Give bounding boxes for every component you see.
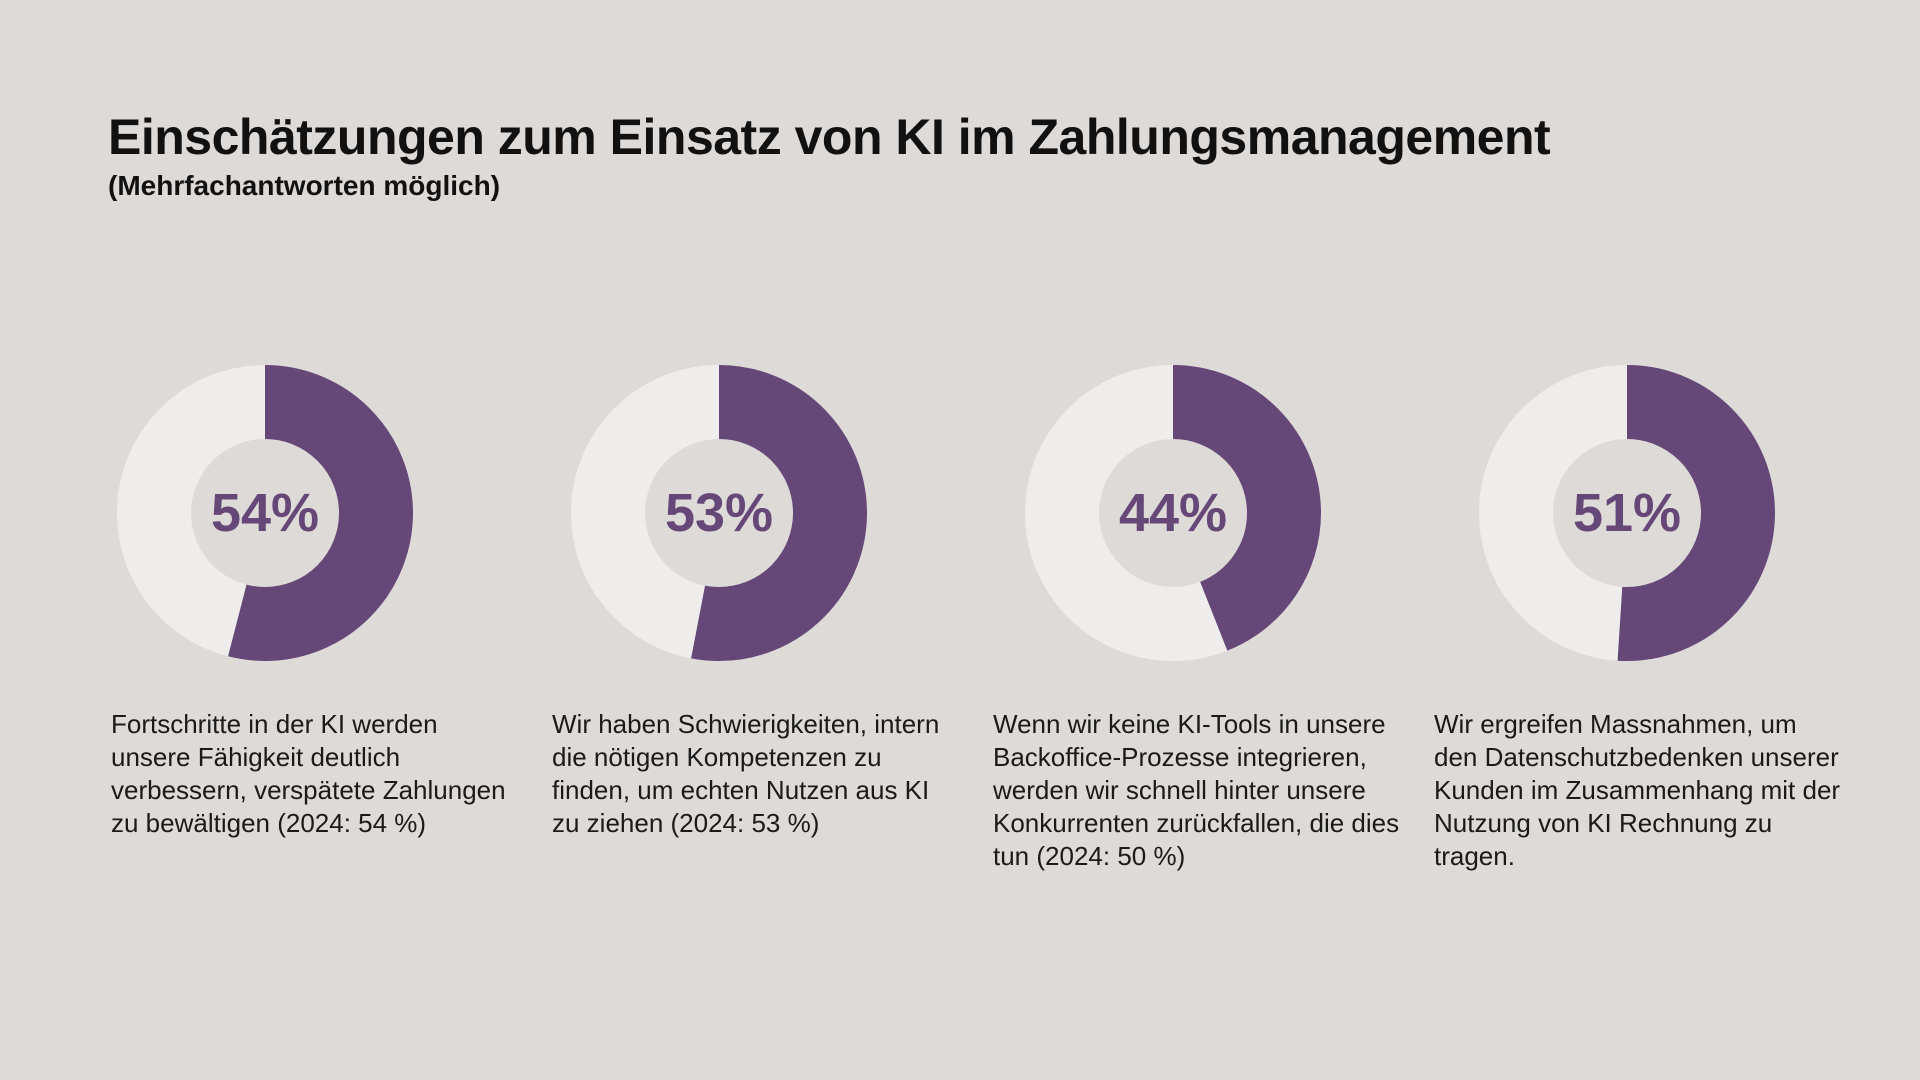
donut-chart-1: 54% [110,358,420,668]
donut-value-label-2: 53% [665,483,773,543]
donut-svg-3: 44% [1025,365,1321,661]
donut-svg-2: 53% [571,365,867,661]
donut-chart-2: 53% [564,358,874,668]
donut-value-label-3: 44% [1119,483,1227,543]
description-4: Wir ergreifen Massnahmen, um den Datensc… [1434,709,1841,871]
donut-slice-1 [117,365,413,661]
donut-value-label-4: 51% [1573,483,1681,543]
donut-slice-2 [571,365,867,661]
donut-value-label-1: 54% [211,483,319,543]
donut-svg-1: 54% [117,365,413,661]
donut-chart-3: 44% [1018,358,1328,668]
donut-slice-3 [1025,365,1321,661]
chart-subtitle: (Mehrfachantworten möglich) [108,170,501,201]
donut-svg-4: 51% [1479,365,1775,661]
donut-chart-4: 51% [1472,358,1782,668]
description-2: Wir haben Schwierigkeiten, intern die nö… [552,709,940,838]
chart-title: Einschätzungen zum Einsatz von KI im Zah… [108,109,1551,165]
donut-slice-4 [1479,365,1775,661]
description-1: Fortschritte in der KI werden unsere Fäh… [111,709,506,838]
description-3: Wenn wir keine KI-Tools in unsere Backof… [993,709,1400,871]
